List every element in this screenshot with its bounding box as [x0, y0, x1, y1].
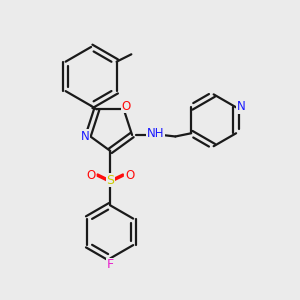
Text: N: N	[237, 100, 246, 113]
Text: NH: NH	[147, 127, 164, 140]
Text: S: S	[106, 174, 114, 187]
Text: N: N	[80, 130, 89, 143]
Text: O: O	[125, 169, 135, 182]
Text: O: O	[86, 169, 95, 182]
Text: F: F	[107, 258, 114, 271]
Text: O: O	[122, 100, 131, 113]
